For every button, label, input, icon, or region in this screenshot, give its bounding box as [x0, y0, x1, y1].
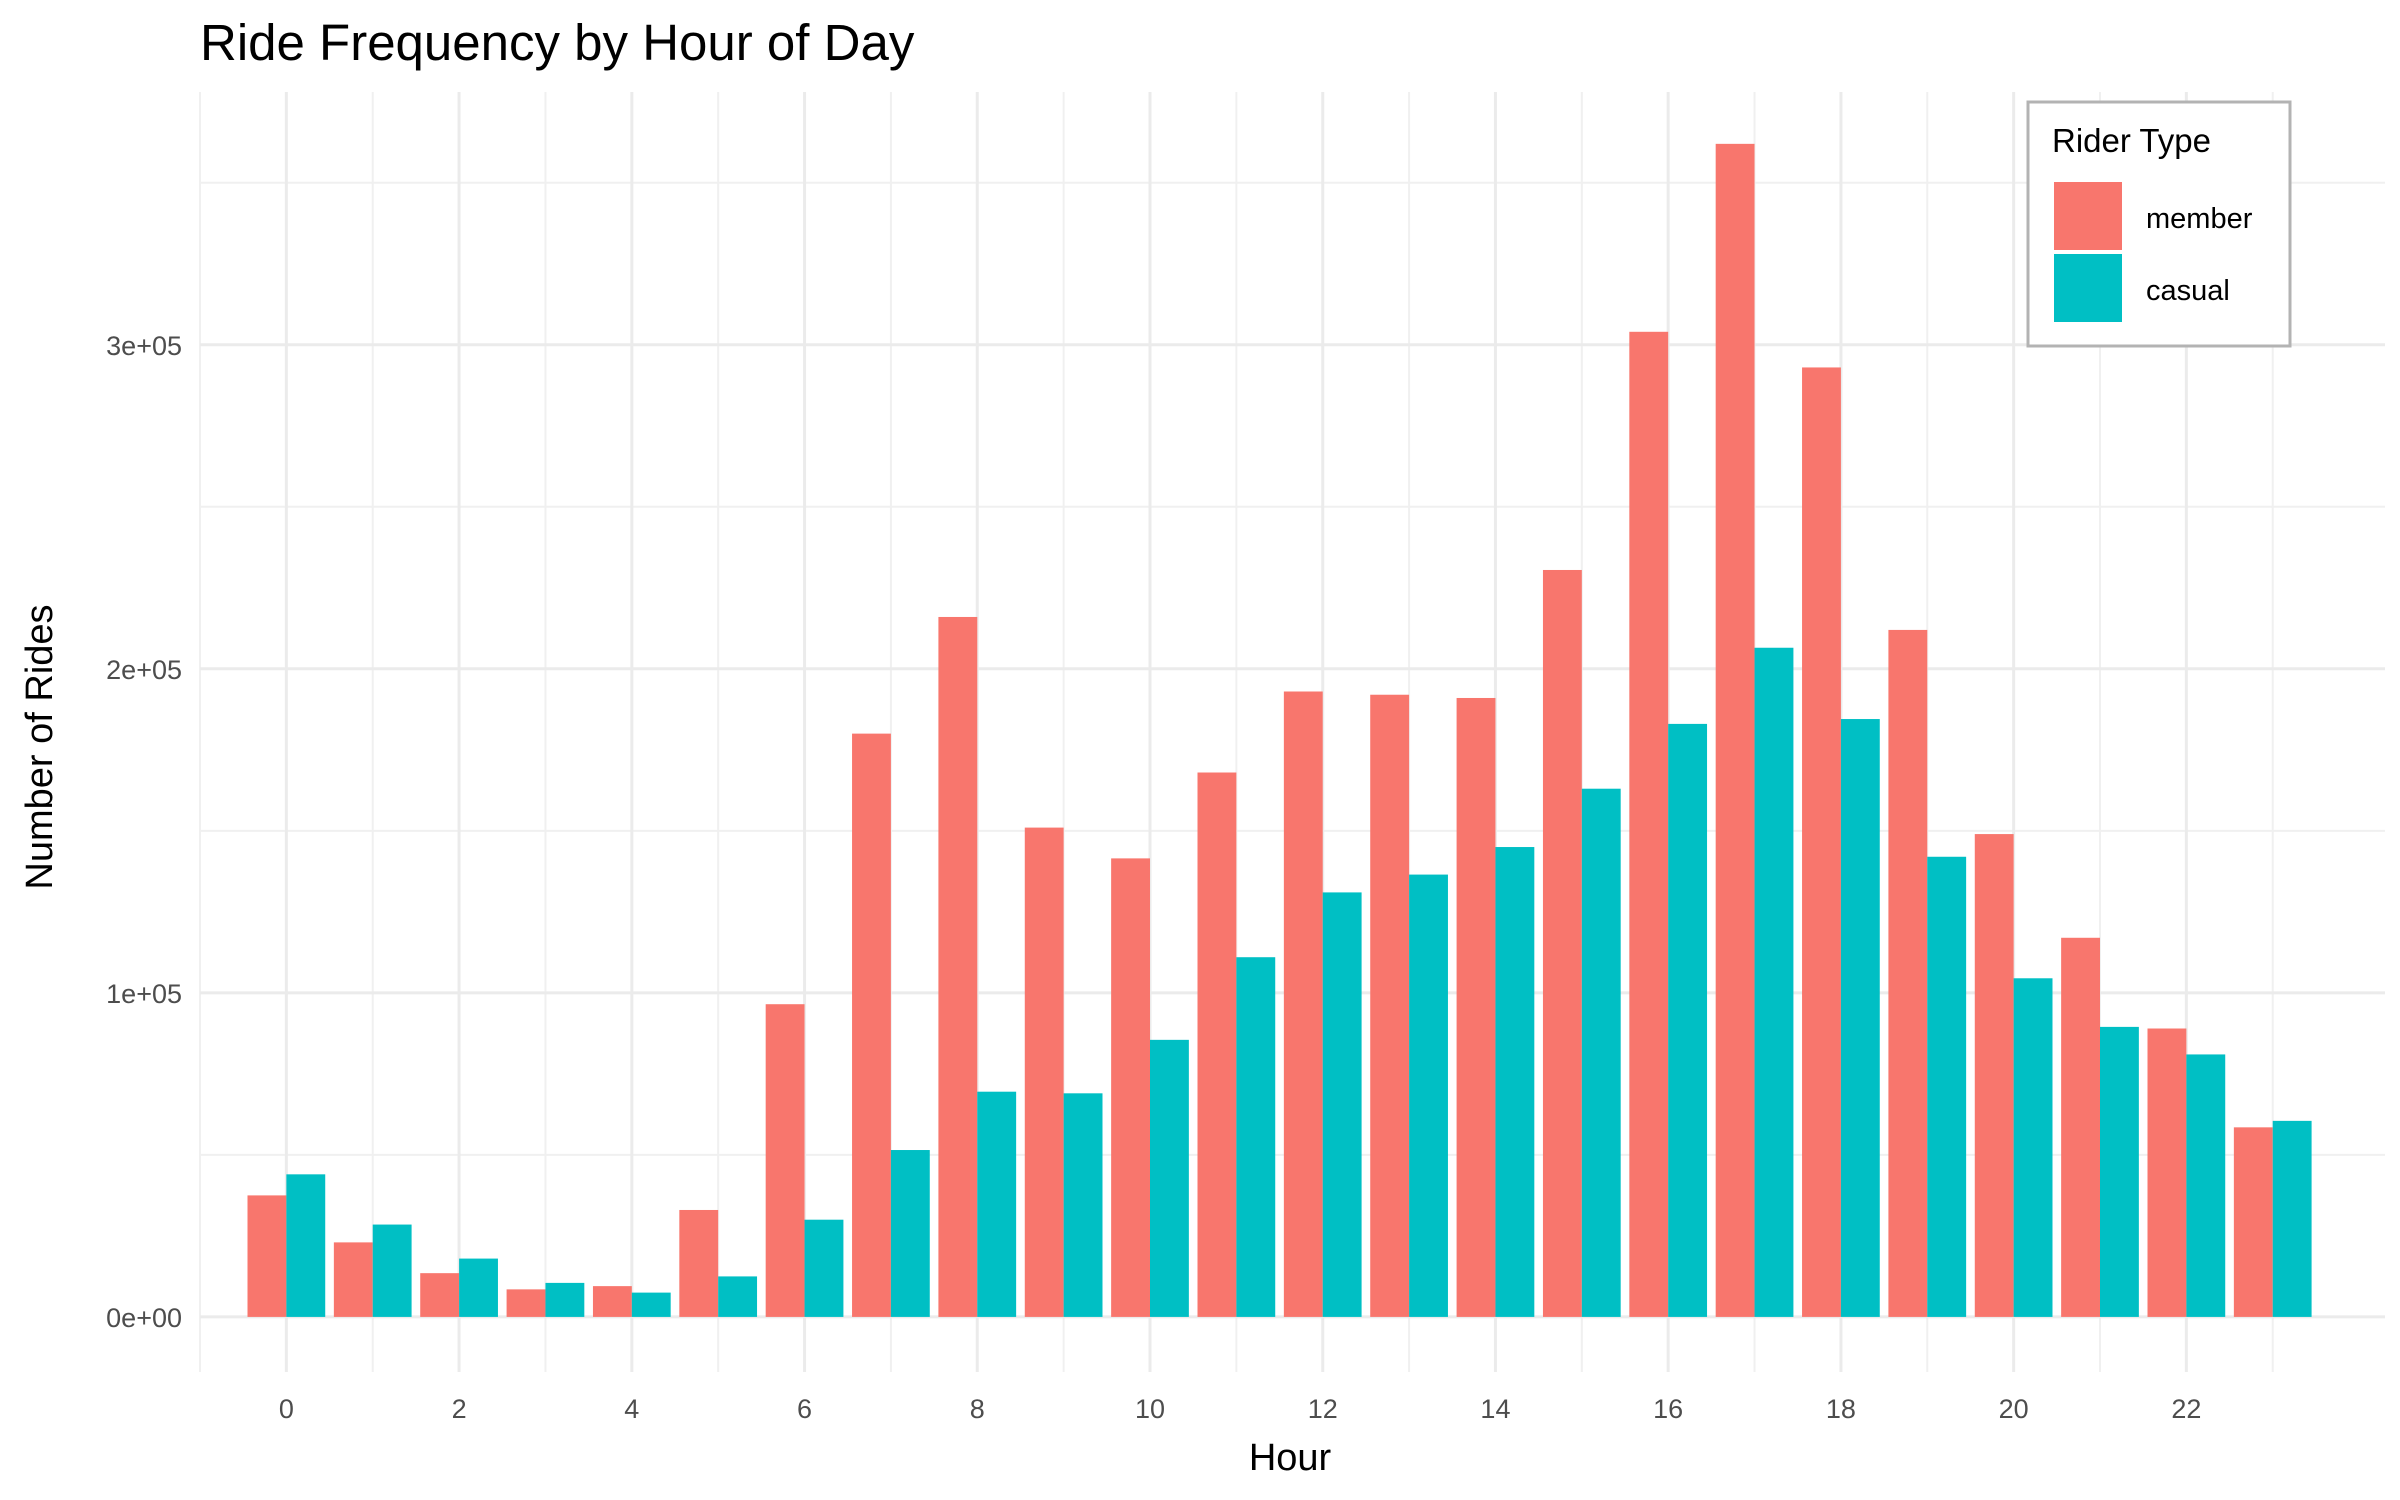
bar-member-hour-1 [333, 1242, 373, 1317]
bar-casual-hour-19 [1927, 856, 1967, 1317]
x-axis-tick-labels: 0 2 4 6 8 10 12 14 16 18 20 22 [279, 1394, 2202, 1424]
y-tick-label: 3e+05 [106, 331, 182, 361]
bar-casual-hour-3 [545, 1282, 585, 1317]
bar-member-hour-23 [2233, 1127, 2273, 1317]
y-tick-label: 0e+00 [106, 1303, 182, 1333]
bar-casual-hour-23 [2272, 1120, 2312, 1317]
bar-casual-hour-8 [977, 1091, 1017, 1317]
x-tick-label: 22 [2171, 1394, 2201, 1424]
bar-casual-hour-13 [1409, 874, 1448, 1317]
bar-casual-hour-11 [1236, 957, 1276, 1317]
bars [247, 143, 2312, 1317]
bar-casual-hour-14 [1495, 847, 1535, 1317]
bar-member-hour-18 [1802, 367, 1841, 1317]
bar-casual-hour-6 [804, 1219, 844, 1317]
bar-casual-hour-18 [1840, 719, 1880, 1317]
bar-casual-hour-4 [631, 1292, 671, 1317]
bar-member-hour-5 [679, 1209, 719, 1317]
x-tick-label: 14 [1480, 1394, 1510, 1424]
bar-member-hour-20 [1974, 834, 2014, 1317]
legend: Rider Type member casual [2026, 100, 2292, 348]
bar-member-hour-11 [1197, 772, 1237, 1317]
bar-member-hour-14 [1456, 697, 1496, 1317]
bar-member-hour-16 [1629, 331, 1669, 1317]
bar-member-hour-15 [1542, 569, 1582, 1317]
bar-casual-hour-9 [1063, 1093, 1103, 1317]
bar-member-hour-8 [938, 616, 978, 1317]
y-tick-label: 2e+05 [106, 655, 182, 685]
y-axis-title: Number of Rides [19, 604, 61, 889]
bar-member-hour-3 [506, 1289, 546, 1317]
x-tick-label: 4 [624, 1394, 639, 1424]
bar-casual-hour-22 [2186, 1054, 2226, 1317]
bar-casual-hour-2 [459, 1258, 498, 1317]
y-axis-tick-labels: 0e+00 1e+05 2e+05 3e+05 [106, 331, 182, 1333]
legend-label-member: member [2146, 203, 2253, 235]
bar-member-hour-7 [852, 733, 891, 1317]
x-tick-label: 6 [797, 1394, 812, 1424]
bar-member-hour-22 [2147, 1028, 2187, 1317]
bar-member-hour-17 [1715, 143, 1755, 1317]
x-tick-label: 18 [1826, 1394, 1856, 1424]
bar-member-hour-6 [765, 1004, 805, 1317]
x-tick-label: 10 [1135, 1394, 1165, 1424]
bar-casual-hour-7 [890, 1150, 930, 1317]
x-tick-label: 8 [970, 1394, 985, 1424]
bar-casual-hour-10 [1150, 1039, 1189, 1317]
chart-title: Ride Frequency by Hour of Day [200, 14, 915, 71]
x-tick-label: 0 [279, 1394, 294, 1424]
bar-casual-hour-20 [2013, 978, 2053, 1317]
bar-member-hour-19 [1888, 629, 1928, 1317]
bar-casual-hour-1 [372, 1224, 412, 1317]
bar-member-hour-0 [247, 1195, 287, 1317]
bar-casual-hour-17 [1754, 647, 1794, 1317]
legend-title: Rider Type [2052, 122, 2211, 159]
bar-member-hour-21 [2061, 937, 2100, 1317]
bar-casual-hour-21 [2100, 1026, 2139, 1317]
bar-casual-hour-15 [1581, 788, 1621, 1317]
bar-casual-hour-5 [718, 1276, 758, 1317]
x-tick-label: 20 [1999, 1394, 2029, 1424]
bar-member-hour-2 [420, 1273, 460, 1317]
x-tick-label: 2 [452, 1394, 467, 1424]
bar-member-hour-9 [1024, 827, 1064, 1317]
bar-casual-hour-16 [1668, 723, 1708, 1317]
bar-member-hour-13 [1370, 694, 1410, 1317]
bar-member-hour-4 [592, 1286, 632, 1317]
bar-casual-hour-12 [1322, 892, 1362, 1317]
legend-key-casual [2054, 254, 2122, 322]
legend-label-casual: casual [2146, 275, 2230, 307]
x-axis-title: Hour [1249, 1437, 1332, 1479]
bar-member-hour-12 [1283, 691, 1323, 1317]
legend-key-member [2054, 182, 2122, 250]
y-tick-label: 1e+05 [106, 979, 182, 1009]
bar-member-hour-10 [1111, 858, 1150, 1317]
x-tick-label: 12 [1308, 1394, 1338, 1424]
x-tick-label: 16 [1653, 1394, 1683, 1424]
bar-casual-hour-0 [286, 1174, 326, 1317]
